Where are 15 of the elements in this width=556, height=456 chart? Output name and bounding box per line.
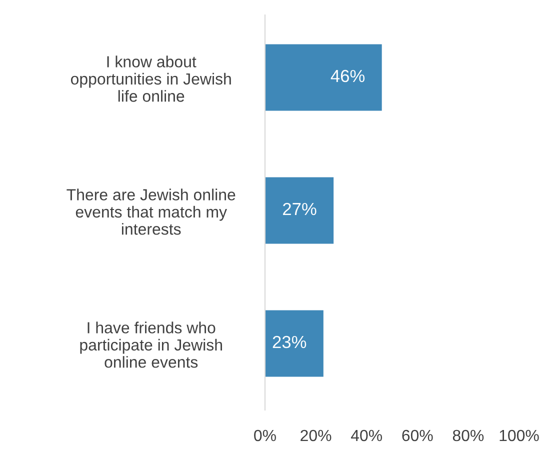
- data-label: 46%: [330, 70, 365, 82]
- y-tick-label: There are Jewish online events that match my interests: [66, 188, 236, 235]
- bar: [265, 44, 382, 111]
- x-tick-label: 60%: [402, 430, 433, 442]
- bar: [265, 177, 334, 244]
- x-tick-label: 100%: [500, 430, 539, 442]
- x-tick-label: 20%: [300, 430, 332, 442]
- x-tick-label: 40%: [350, 430, 382, 442]
- y-tick-label: I know about opportunities in Jewish life online: [70, 56, 231, 102]
- data-label: 27%: [283, 202, 316, 216]
- y-tick-label: I have friends who participate in Jewish online events: [80, 322, 222, 368]
- x-tick-label: 0%: [254, 430, 276, 442]
- x-tick-label: 80%: [452, 430, 484, 442]
- data-label: 23%: [272, 336, 306, 348]
- bar: [265, 310, 324, 377]
